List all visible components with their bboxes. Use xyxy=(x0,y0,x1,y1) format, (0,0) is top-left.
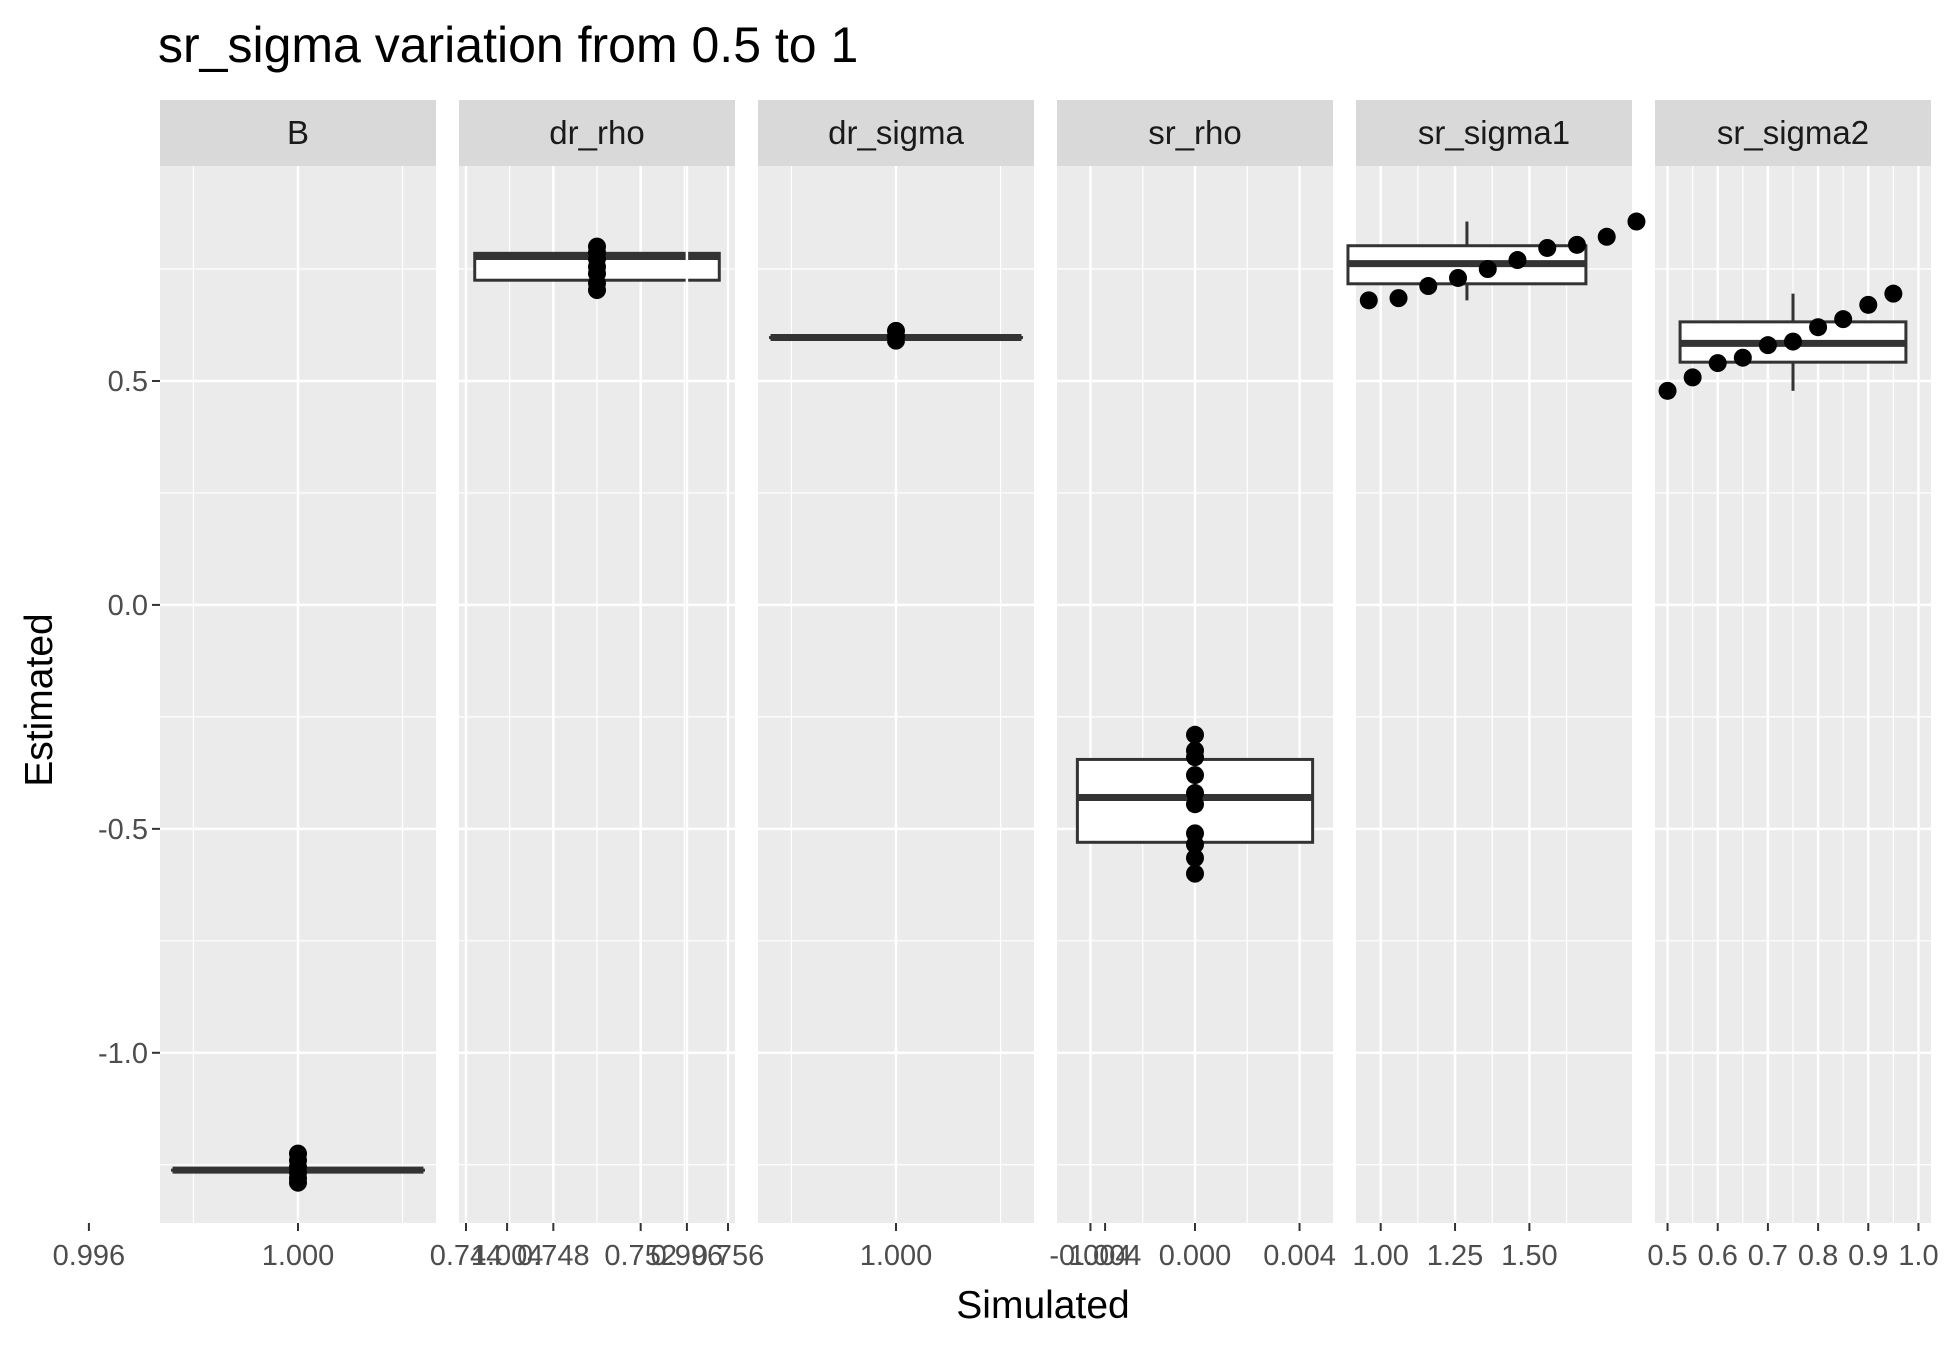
facet-strip-label: B xyxy=(287,114,309,151)
y-axis: 0.5 0.0 -0.5 -1.0 xyxy=(98,366,160,1070)
chart-title: sr_sigma variation from 0.5 to 1 xyxy=(158,17,858,73)
x-tick-label: 0.756 xyxy=(692,1240,765,1272)
x-tick-label: 1.004 xyxy=(1069,1240,1142,1272)
data-point xyxy=(1859,295,1878,314)
x-tick-label: 1.0 xyxy=(1898,1240,1938,1272)
facet-strip xyxy=(459,100,735,166)
facet-panel-sr-sigma2: sr_sigma2 0.5 0.6 0.7 0.8 0.9 1.0 xyxy=(1647,100,1939,1272)
data-point xyxy=(1567,235,1586,254)
x-tick-label: 0.9 xyxy=(1848,1240,1888,1272)
data-point xyxy=(1784,332,1802,351)
x-tick-label: 0.744 xyxy=(430,1240,503,1272)
data-point xyxy=(1834,310,1853,329)
data-point xyxy=(1186,766,1204,785)
data-point xyxy=(1478,260,1497,279)
x-tick-label: 1.00 xyxy=(1352,1240,1408,1272)
data-point xyxy=(1186,864,1204,883)
facet-strip-label: dr_rho xyxy=(549,114,644,151)
facet-strip xyxy=(1057,100,1333,166)
data-point xyxy=(588,281,606,300)
facet-panel-dr-rho: dr_rho 0.744 0.748 0.752 0.756 xyxy=(430,100,765,1272)
x-tick-label: 0.752 xyxy=(604,1240,677,1272)
data-point xyxy=(1627,212,1646,231)
y-tick-label: 0.5 xyxy=(108,366,148,398)
y-tick-label: -0.5 xyxy=(98,814,148,846)
data-point xyxy=(1508,251,1527,270)
facet-strip-label: sr_sigma2 xyxy=(1717,114,1869,151)
data-point xyxy=(887,331,905,350)
x-tick-label: 1.000 xyxy=(860,1240,933,1272)
x-axis-title: Simulated xyxy=(956,1284,1129,1327)
data-point xyxy=(1419,277,1438,296)
facet-strip xyxy=(160,100,436,166)
x-tick-label: 0.000 xyxy=(1159,1240,1232,1272)
facet-panels: B 0.996 1.000 1.004 dr_rho 0.744 0.748 0.752 0.7… xyxy=(53,100,1939,1272)
facet-strip-label: dr_sigma xyxy=(828,114,964,151)
x-tick-label: 1.000 xyxy=(262,1240,335,1272)
y-tick-label: -1.0 xyxy=(98,1038,148,1070)
x-tick-label: 0.5 xyxy=(1647,1240,1687,1272)
x-tick-label: 1.25 xyxy=(1427,1240,1483,1272)
facet-strip xyxy=(758,100,1034,166)
facet-strip-label: sr_sigma1 xyxy=(1418,114,1570,151)
facet-strip xyxy=(1655,100,1931,166)
facet-panel-B: B 0.996 1.000 1.004 xyxy=(53,100,544,1272)
data-point xyxy=(1884,284,1903,303)
panel-background xyxy=(1356,166,1632,1223)
data-point xyxy=(1389,289,1408,308)
facet-panel-sr-rho: sr_rho -0.004 0.000 0.004 xyxy=(1049,100,1336,1272)
data-point xyxy=(1658,381,1677,400)
data-point xyxy=(1597,227,1616,246)
x-tick-label: 0.748 xyxy=(517,1240,590,1272)
data-point xyxy=(289,1173,307,1192)
data-point xyxy=(1186,748,1204,767)
data-point xyxy=(1708,354,1727,373)
facet-panel-dr-sigma: dr_sigma 0.996 1.000 1.004 xyxy=(651,100,1142,1272)
data-point xyxy=(1809,318,1828,337)
data-point xyxy=(1186,835,1204,854)
data-point xyxy=(1359,291,1378,310)
data-point xyxy=(1683,368,1702,387)
x-tick-label: 1.50 xyxy=(1501,1240,1557,1272)
facet-strip-label: sr_rho xyxy=(1148,114,1242,151)
data-point xyxy=(1733,348,1752,367)
data-point xyxy=(1449,268,1468,287)
x-tick-label: 0.004 xyxy=(1263,1240,1336,1272)
x-tick-label: 0.6 xyxy=(1698,1240,1738,1272)
x-tick-label: 0.996 xyxy=(53,1240,126,1272)
x-tick-label: -0.004 xyxy=(1049,1240,1131,1272)
y-axis-title: Estimated xyxy=(18,613,61,786)
y-tick-label: 0.0 xyxy=(108,590,148,622)
facet-panel-sr-sigma1: sr_sigma1 1.00 1.25 1.50 xyxy=(1346,100,1646,1272)
data-point xyxy=(1186,725,1204,744)
data-point xyxy=(1538,238,1557,257)
data-point xyxy=(1186,848,1204,867)
x-tick-label: 0.8 xyxy=(1798,1240,1838,1272)
x-tick-label: 0.7 xyxy=(1748,1240,1788,1272)
data-point xyxy=(1758,336,1777,355)
facet-strip xyxy=(1356,100,1632,166)
x-tick-label: 0.996 xyxy=(651,1240,724,1272)
x-tick-label: 1.004 xyxy=(471,1240,544,1272)
data-point xyxy=(1186,795,1204,814)
